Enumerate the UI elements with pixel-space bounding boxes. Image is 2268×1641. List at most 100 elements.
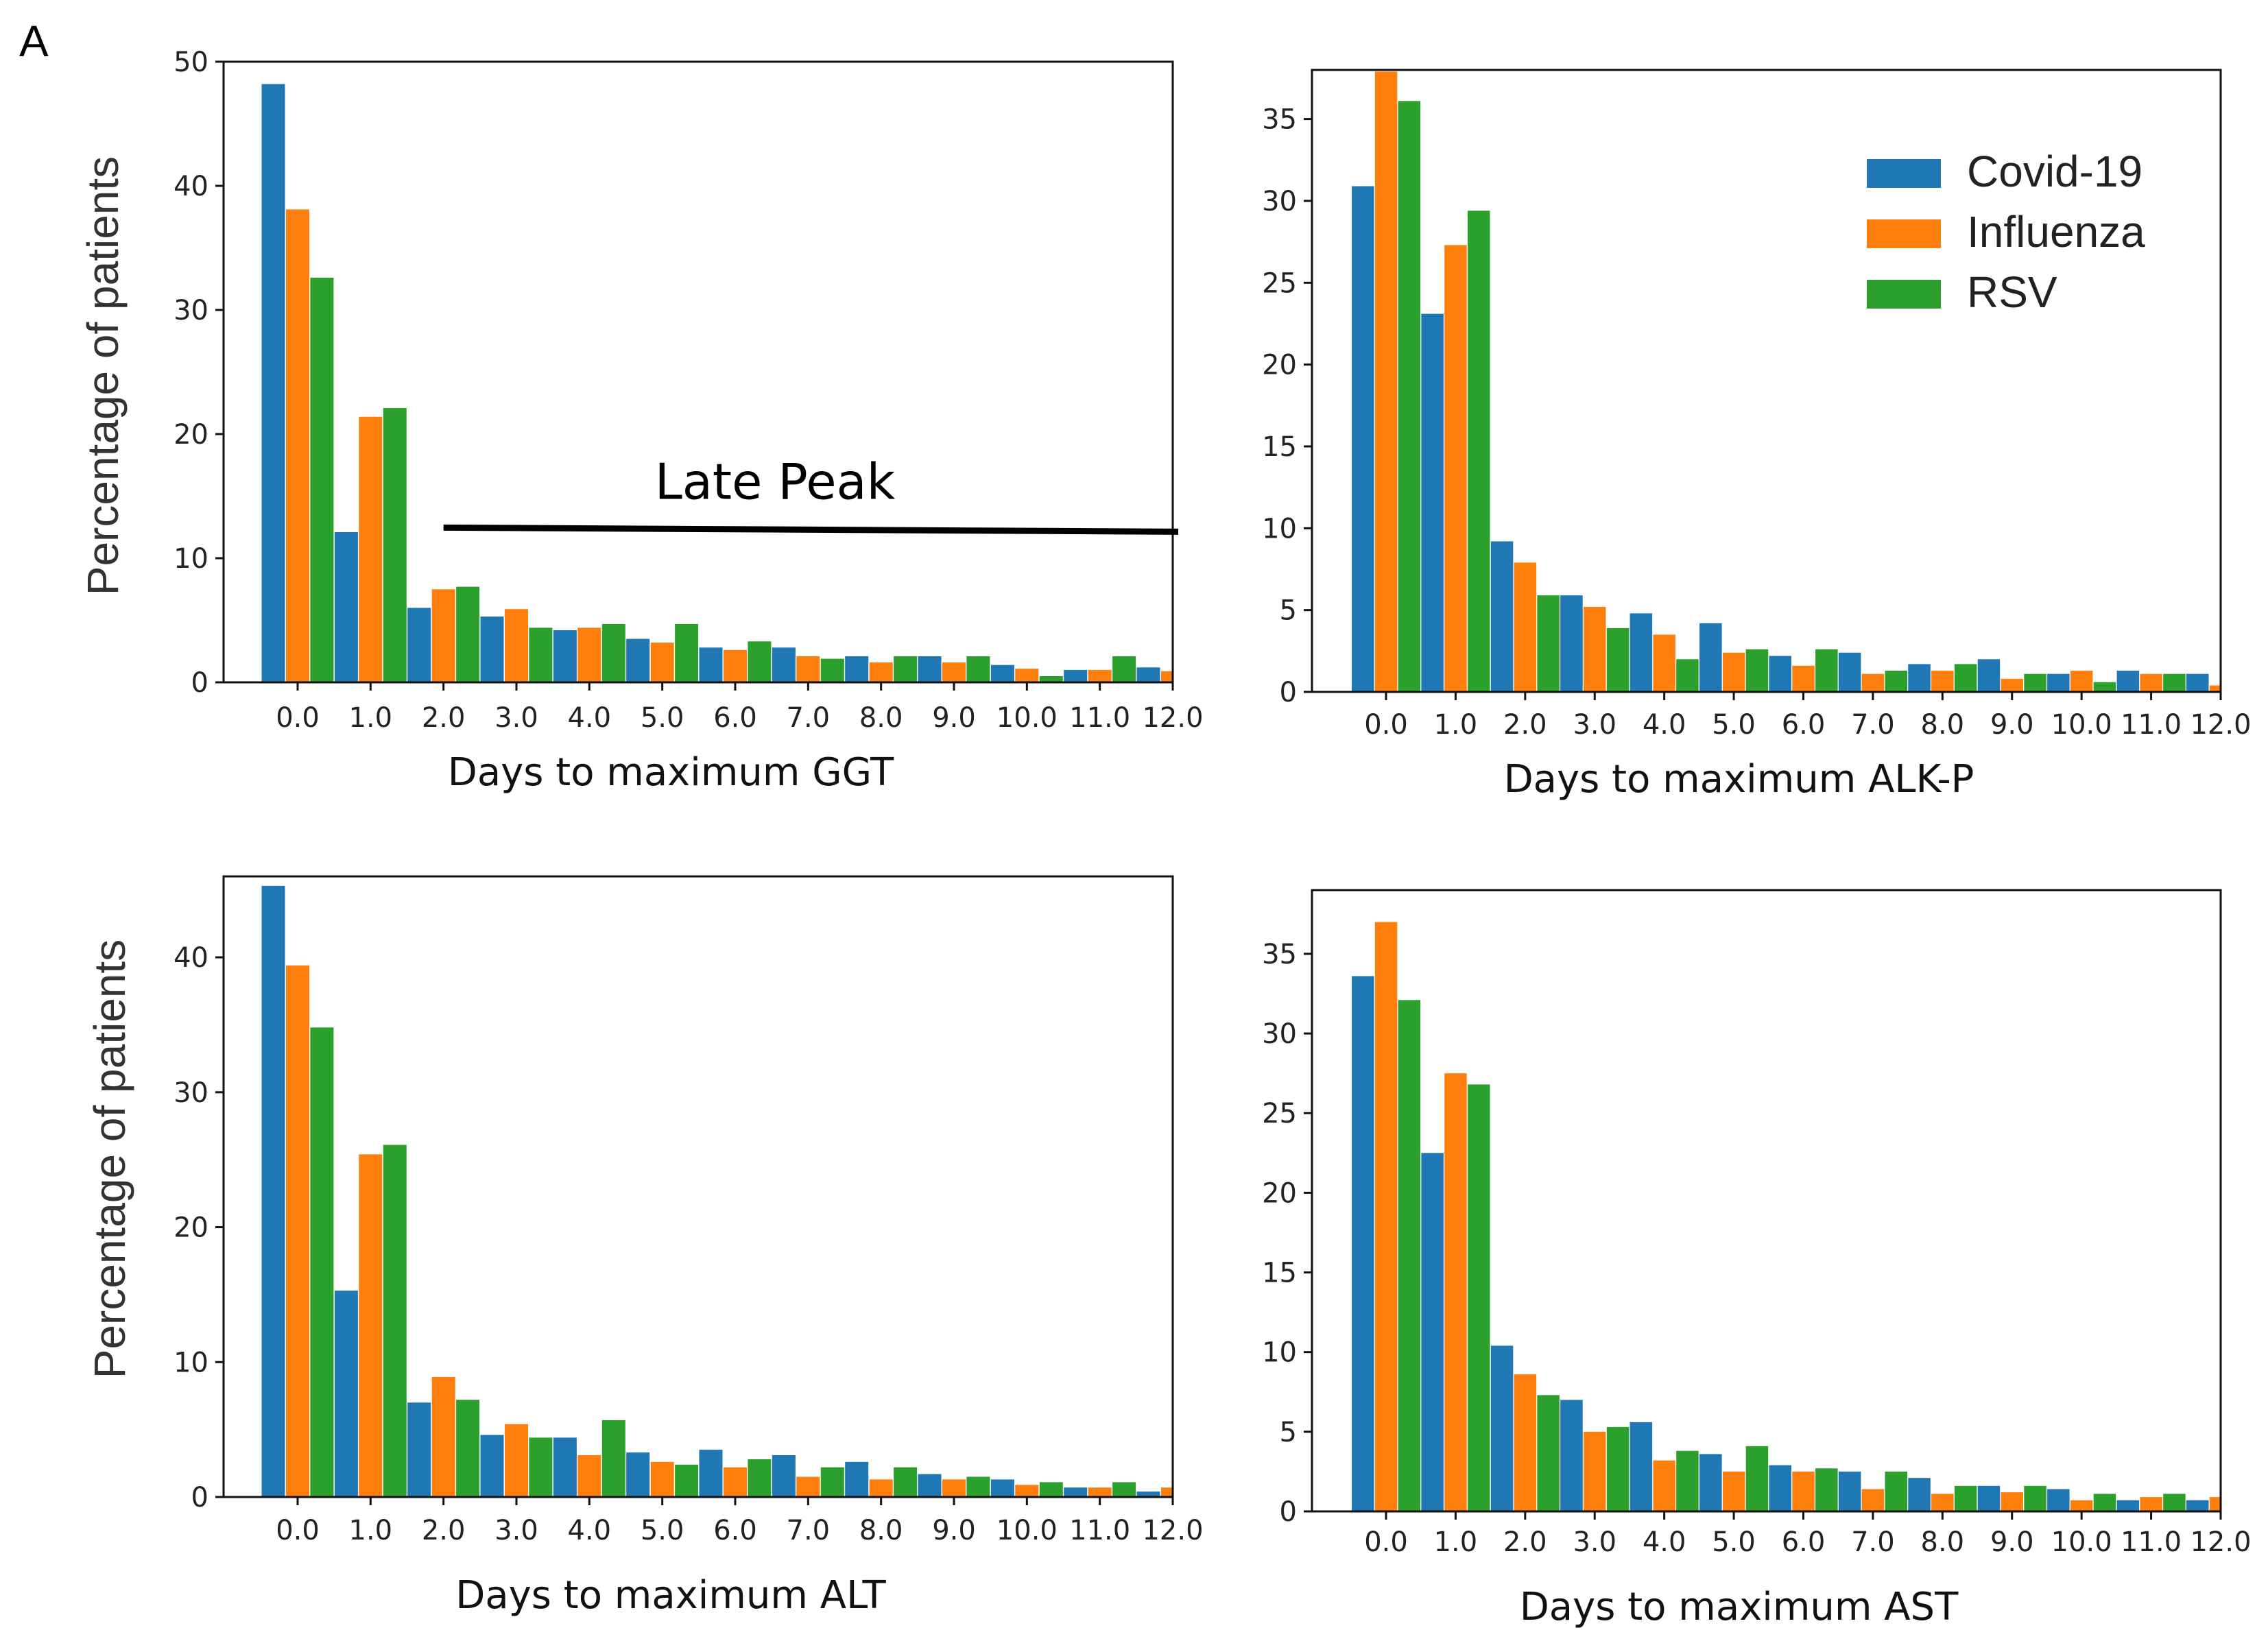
bar-influenza-7.0 <box>1861 1489 1885 1511</box>
bar-covid-19-2.0 <box>407 608 431 682</box>
bar-covid-19-7.0 <box>772 1455 796 1497</box>
y-tick-label: 20 <box>174 1212 208 1244</box>
bar-covid-19-1.0 <box>334 532 358 682</box>
bar-influenza-0.0 <box>286 209 309 682</box>
bar-covid-19-12.0 <box>2186 673 2209 692</box>
x-tick-label: 6.0 <box>1782 709 1826 741</box>
bar-influenza-9.0 <box>942 662 966 682</box>
x-tick-label: 0.0 <box>1364 1526 1408 1558</box>
bar-covid-19-12.0 <box>1136 667 1160 682</box>
x-tick-label: 11.0 <box>2121 709 2182 741</box>
y-tick-label: 30 <box>1262 186 1297 217</box>
bar-rsv-2.0 <box>456 586 480 682</box>
bar-rsv-11.0 <box>2163 673 2186 692</box>
y-tick-label: 0 <box>191 667 208 699</box>
x-tick-label: 9.0 <box>932 1515 976 1546</box>
y-tick-label: 5 <box>1280 1417 1297 1448</box>
bar-covid-19-11.0 <box>2116 1500 2140 1511</box>
y-tick-label: 50 <box>174 47 208 78</box>
x-axis-title: Days to maximum AST <box>1520 1585 1959 1629</box>
bar-rsv-9.0 <box>2024 673 2046 692</box>
bar-influenza-7.0 <box>796 1476 820 1497</box>
x-tick-label: 7.0 <box>787 702 831 734</box>
x-tick-label: 5.0 <box>1712 709 1756 741</box>
bar-rsv-3.0 <box>1606 627 1630 692</box>
bar-influenza-5.0 <box>1722 1471 1745 1511</box>
y-tick-label: 30 <box>174 1077 208 1109</box>
y-tick-label: 25 <box>1262 267 1297 299</box>
x-tick-label: 11.0 <box>2121 1526 2182 1558</box>
y-tick-label: 15 <box>1262 1258 1297 1289</box>
bar-rsv-2.0 <box>456 1400 480 1497</box>
x-tick-label: 8.0 <box>859 702 903 734</box>
x-tick-label: 4.0 <box>1643 1526 1686 1558</box>
bar-rsv-0.0 <box>1398 1000 1421 1511</box>
bar-influenza-5.0 <box>650 643 674 682</box>
bar-covid-19-10.0 <box>990 1479 1014 1497</box>
legend: Covid-19 Influenza RSV <box>1867 147 2145 317</box>
plot-frame <box>1311 889 2222 1513</box>
legend-swatch-covid-19 <box>1867 159 1941 188</box>
bar-influenza-2.0 <box>431 589 455 682</box>
bar-influenza-5.0 <box>650 1461 674 1497</box>
bar-influenza-11.0 <box>1088 669 1112 682</box>
x-tick-label: 10.0 <box>996 702 1058 734</box>
bar-rsv-2.0 <box>1537 595 1560 692</box>
x-tick-label: 7.0 <box>787 1515 831 1546</box>
x-tick-label: 4.0 <box>1643 709 1686 741</box>
bar-rsv-7.0 <box>1885 671 1907 692</box>
bar-covid-19-5.0 <box>626 638 650 682</box>
bar-rsv-10.0 <box>1039 1482 1063 1497</box>
bar-influenza-2.0 <box>431 1376 455 1497</box>
bar-covid-19-6.0 <box>699 1450 723 1497</box>
bar-rsv-0.0 <box>310 1027 334 1497</box>
y-tick-label: 20 <box>1262 350 1297 381</box>
bar-influenza-1.0 <box>1444 245 1467 692</box>
x-tick-label: 5.0 <box>641 702 684 734</box>
bar-covid-19-4.0 <box>553 1437 577 1497</box>
bar-rsv-3.0 <box>529 1437 553 1497</box>
bar-rsv-11.0 <box>1112 656 1136 682</box>
x-tick-label: 10.0 <box>2051 709 2112 741</box>
plot-frame <box>1311 69 2222 693</box>
bar-rsv-8.0 <box>1954 1485 1977 1511</box>
x-tick-label: 6.0 <box>713 702 757 734</box>
late-peak-line <box>443 524 1179 535</box>
bar-rsv-1.0 <box>1468 211 1490 692</box>
x-axis-title: Days to maximum ALT <box>455 1573 886 1618</box>
x-tick-label: 0.0 <box>276 1515 320 1546</box>
bar-rsv-5.0 <box>675 623 699 682</box>
bar-influenza-12.0 <box>1161 1487 1173 1497</box>
y-tick-label: 20 <box>174 419 208 451</box>
bar-covid-19-6.0 <box>1769 1465 1791 1511</box>
bars-ggt <box>261 84 1173 682</box>
bar-influenza-4.0 <box>1653 634 1675 692</box>
x-tick-label: 3.0 <box>1573 709 1616 741</box>
bar-covid-19-4.0 <box>553 630 577 682</box>
y-tick-label: 30 <box>1262 1018 1297 1050</box>
bars-alt <box>261 885 1173 1497</box>
y-axis-title: Percentage of patients <box>78 156 128 595</box>
plot-frame <box>222 875 1174 1498</box>
x-tick-label: 9.0 <box>1990 709 2034 741</box>
bar-covid-19-2.0 <box>1490 1345 1514 1511</box>
bar-covid-19-11.0 <box>1064 669 1088 682</box>
bar-rsv-1.0 <box>383 1145 407 1497</box>
bar-influenza-0.0 <box>286 965 309 1497</box>
x-tick-label: 7.0 <box>1851 1526 1895 1558</box>
bar-rsv-1.0 <box>1468 1084 1490 1511</box>
x-tick-label: 11.0 <box>1069 1515 1130 1546</box>
bar-covid-19-2.0 <box>1490 541 1514 692</box>
chart-alkp: 0 5 10 15 20 25 30 35 0.0 1.0 2.0 3.0 4.0 5.0 6.0 7.0 8.… <box>1262 69 2252 802</box>
x-tick-label: 10.0 <box>996 1515 1058 1546</box>
bar-rsv-11.0 <box>1112 1482 1136 1497</box>
x-tick-label: 3.0 <box>494 1515 538 1546</box>
bar-covid-19-11.0 <box>1064 1487 1088 1497</box>
plot-frame <box>222 60 1174 684</box>
bar-covid-19-1.0 <box>1421 313 1444 692</box>
bar-influenza-12.0 <box>2209 1497 2221 1511</box>
bar-rsv-10.0 <box>1039 676 1063 682</box>
bar-covid-19-12.0 <box>2186 1500 2209 1511</box>
y-tick-label: 35 <box>1262 104 1297 136</box>
bar-rsv-9.0 <box>966 656 990 682</box>
